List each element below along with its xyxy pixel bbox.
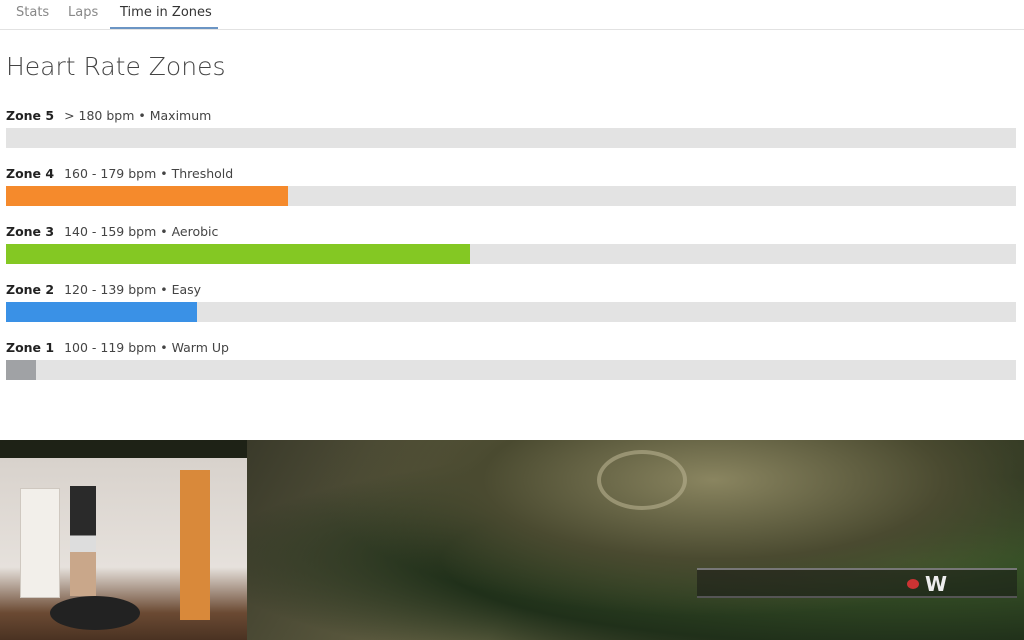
game-video: W [247, 440, 1024, 640]
compass-bar: W [697, 568, 1017, 598]
zone-row: Zone 3 140 - 159 bpm • Aerobic [6, 224, 1016, 264]
treadmill [50, 596, 140, 630]
cabinet [180, 470, 210, 620]
zone-row: Zone 5 > 180 bpm • Maximum [6, 108, 1016, 148]
zone-bar-fill [6, 360, 37, 380]
zone-label: Zone 3 140 - 159 bpm • Aerobic [6, 224, 1016, 244]
zone-label: Zone 2 120 - 139 bpm • Easy [6, 282, 1016, 302]
active-tab-indicator [110, 27, 218, 29]
zone-bar-fill [6, 244, 470, 264]
door [20, 488, 60, 598]
tab-bar: Stats Laps Time in Zones [0, 0, 1024, 30]
zone-range: 100 - 119 bpm • Warm Up [64, 340, 229, 355]
zone-label: Zone 1 100 - 119 bpm • Warm Up [6, 340, 1016, 360]
compass-direction: W [924, 572, 947, 596]
zone-bar-fill [6, 302, 197, 322]
tab-stats[interactable]: Stats [16, 5, 50, 20]
quest-marker-icon [907, 579, 919, 589]
zone-label: Zone 4 160 - 179 bpm • Threshold [6, 166, 1016, 186]
zone-bar-track [6, 186, 1016, 206]
zone-row: Zone 1 100 - 119 bpm • Warm Up [6, 340, 1016, 380]
tab-time-in-zones[interactable]: Time in Zones [120, 5, 212, 20]
zone-range: > 180 bpm • Maximum [64, 108, 212, 123]
video-area: W [0, 440, 1024, 640]
zone-label: Zone 5 > 180 bpm • Maximum [6, 108, 1016, 128]
zone-bar-track [6, 302, 1016, 322]
webcam-video [0, 458, 247, 640]
zone-name: Zone 1 [6, 340, 55, 355]
shield-emblem [597, 450, 687, 510]
zone-range: 140 - 159 bpm • Aerobic [64, 224, 219, 239]
zone-row: Zone 2 120 - 139 bpm • Easy [6, 282, 1016, 322]
zone-bar-track [6, 244, 1016, 264]
zone-bar-fill [6, 186, 288, 206]
zone-name: Zone 4 [6, 166, 55, 181]
zone-name: Zone 5 [6, 108, 55, 123]
person [70, 486, 96, 596]
zone-range: 120 - 139 bpm • Easy [64, 282, 202, 297]
zone-bar-track [6, 128, 1016, 148]
zone-bar-track [6, 360, 1016, 380]
page-title: Heart Rate Zones [6, 52, 226, 81]
zone-name: Zone 2 [6, 282, 55, 297]
zone-name: Zone 3 [6, 224, 55, 239]
tab-laps[interactable]: Laps [68, 5, 99, 20]
zone-row: Zone 4 160 - 179 bpm • Threshold [6, 166, 1016, 206]
zone-range: 160 - 179 bpm • Threshold [64, 166, 234, 181]
